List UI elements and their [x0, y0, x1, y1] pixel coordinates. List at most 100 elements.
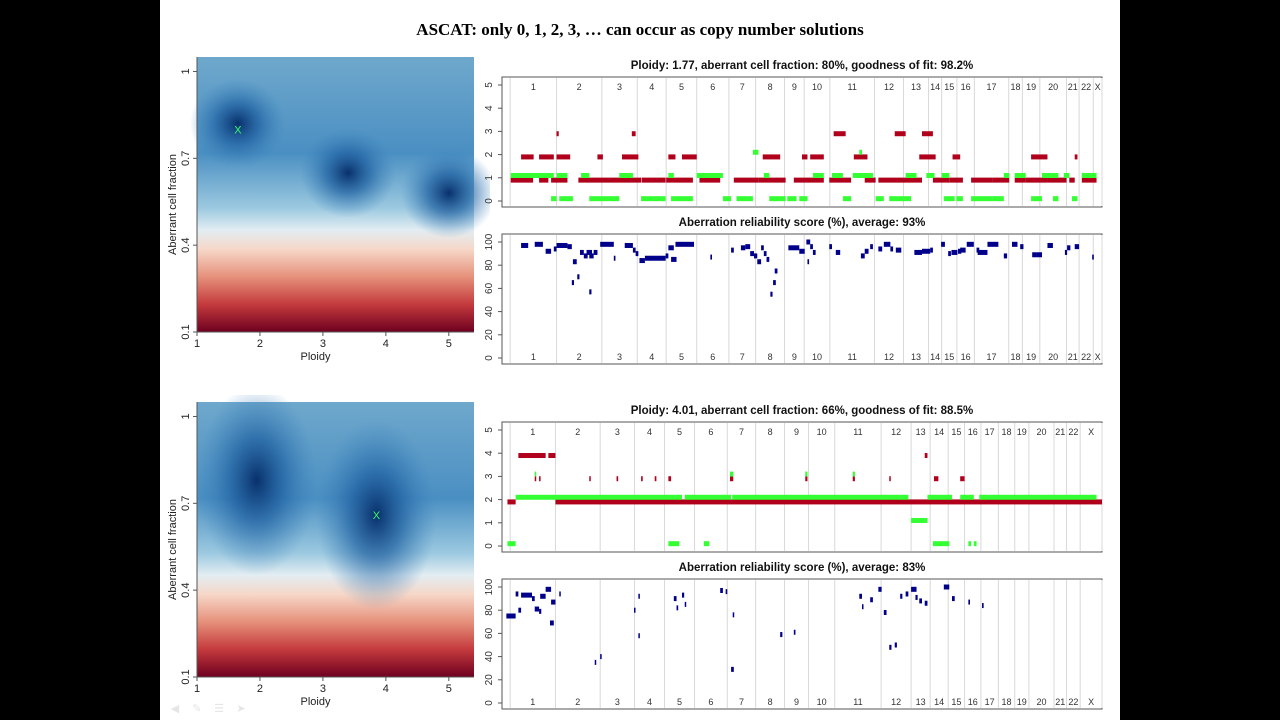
chromosome-label: 3: [615, 697, 620, 707]
segment: [859, 149, 862, 155]
chromosome-label: 12: [884, 352, 894, 362]
segment: [534, 471, 537, 477]
segment: [968, 541, 972, 547]
segment: [766, 256, 770, 262]
x-axis-label: Ploidy: [301, 696, 331, 708]
segment: [539, 608, 542, 614]
chromosome-label: 11: [853, 427, 862, 437]
segment: [761, 245, 764, 251]
segment: [551, 177, 568, 183]
segment: [684, 494, 732, 500]
segment: [770, 291, 773, 297]
segment: [802, 154, 808, 160]
segment: [982, 249, 988, 255]
back-icon[interactable]: ◀: [170, 703, 180, 715]
segment: [641, 196, 666, 202]
chromosome-label: 5: [679, 82, 684, 92]
segment: [750, 251, 754, 257]
chromosome-label: 15: [951, 427, 961, 437]
segment: [1031, 196, 1042, 202]
pointer-icon[interactable]: ➤: [236, 703, 246, 715]
chromosome-label: 22: [1081, 82, 1091, 92]
segment: [875, 196, 884, 202]
segment: [682, 154, 697, 160]
chromosome-label: 16: [961, 352, 971, 362]
x-tick-label: 2: [257, 683, 263, 695]
y-tick-label: 100: [484, 578, 495, 595]
chromosome-label: 1: [530, 697, 535, 707]
segment: [551, 196, 557, 202]
segment: [1052, 196, 1059, 202]
segment: [924, 600, 928, 606]
chromosome-label: 6: [708, 697, 713, 707]
chromosome-label: 10: [812, 352, 822, 362]
segment: [1012, 241, 1018, 247]
segment: [982, 603, 984, 609]
chromosome-label: X: [1095, 352, 1101, 362]
segment: [600, 241, 614, 247]
segment: [720, 587, 723, 593]
chromosome-label: 10: [817, 427, 827, 437]
segment: [668, 476, 672, 482]
segment: [878, 246, 883, 252]
segment: [638, 633, 640, 639]
segment: [593, 249, 598, 255]
segment: [952, 596, 955, 602]
segment: [966, 241, 974, 247]
segment: [1042, 172, 1059, 178]
segment: [668, 172, 674, 178]
segment: [682, 592, 685, 598]
segment: [992, 177, 1010, 183]
x-tick-label: 2: [257, 338, 263, 350]
segment: [934, 476, 939, 482]
reliability-plot-top: Aberration reliability score (%), averag…: [484, 217, 1103, 365]
y-tick-label: 1: [484, 520, 495, 526]
chromosome-label: 7: [740, 82, 745, 92]
segment: [949, 177, 963, 183]
x-tick-label: 5: [446, 683, 452, 695]
y-tick-label: 100: [484, 233, 495, 250]
segment: [810, 244, 813, 250]
y-tick-label: 20: [484, 329, 495, 341]
y-tick-label: 20: [484, 674, 495, 686]
fit-minimum: [316, 419, 437, 610]
segment: [752, 149, 759, 155]
segment: [671, 196, 693, 202]
segment: [971, 196, 993, 202]
x-tick-label: 1: [194, 338, 200, 350]
segment: [507, 541, 516, 547]
chromosome-label: 14: [930, 82, 940, 92]
chromosome-label: 11: [848, 82, 857, 92]
segment: [979, 494, 1097, 500]
segment: [594, 659, 597, 665]
segment: [1032, 252, 1037, 258]
chromosome-label: X: [1088, 427, 1094, 437]
segment: [518, 453, 546, 459]
chromosome-label: 16: [968, 427, 978, 437]
pen-icon[interactable]: ✎: [192, 703, 202, 715]
y-tick-label: 1: [180, 413, 192, 419]
segment: [559, 591, 561, 597]
segment: [1025, 177, 1048, 183]
chromosome-label: 2: [577, 82, 582, 92]
y-tick-label: 3: [484, 473, 495, 479]
chromosome-label: X: [1088, 697, 1094, 707]
segment: [730, 476, 734, 482]
segment: [919, 154, 936, 160]
chromosome-label: 17: [987, 352, 997, 362]
segment: [852, 471, 855, 477]
y-tick-label: 4: [484, 105, 495, 111]
segment: [812, 172, 824, 178]
segment: [1081, 172, 1097, 178]
segment: [1047, 242, 1053, 248]
y-tick-label: 1: [484, 175, 495, 181]
segment: [545, 248, 552, 254]
segment: [911, 586, 917, 592]
segment: [773, 280, 776, 286]
segment: [545, 586, 552, 592]
y-tick-label: 2: [484, 151, 495, 157]
segment: [1067, 245, 1071, 251]
chromosome-label: 14: [934, 697, 944, 707]
menu-icon[interactable]: ☰: [214, 703, 224, 715]
x-tick-label: 4: [383, 338, 389, 350]
